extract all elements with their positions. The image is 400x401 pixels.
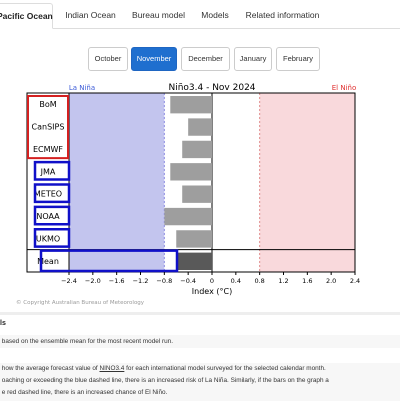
bar-ukmo [176, 230, 212, 248]
label-panel [26, 92, 70, 273]
bar-mean [176, 252, 212, 270]
el-nino-label: El Niño [332, 84, 357, 92]
x-tick-label: −0.8 [156, 277, 172, 285]
chart-title: Niño3.4 - Nov 2024 [168, 83, 255, 93]
bar-cansips [188, 118, 212, 136]
x-tick-label: −2.4 [61, 277, 77, 285]
category-label-meteo: METEO [34, 190, 62, 199]
category-label-noaa: NOAA [36, 212, 60, 221]
description-line-2-post: for each international model surveyed fo… [124, 365, 326, 372]
description-line-2: how the average forecast value of NINO3.… [0, 362, 400, 375]
blue-highlight-box-ukmo [33, 228, 71, 248]
bar-noaa [164, 207, 212, 226]
x-tick-label: 2.0 [326, 277, 336, 285]
month-button-december[interactable]: December [181, 47, 230, 71]
blue-highlight-box-meteo [33, 183, 71, 204]
tab-bureau-model[interactable]: Bureau model [132, 10, 185, 20]
x-tick-label: −1.2 [133, 277, 149, 285]
month-button-october[interactable]: October [88, 47, 128, 71]
category-label-cansips: CanSIPS [32, 123, 65, 132]
nino34-chart: BoM CanSIPS ECMWF JMA METEO NOAA UKMO Mean −2.4−… [0, 79, 400, 310]
bar-jma [170, 163, 212, 181]
x-tick-label: −1.6 [109, 277, 125, 285]
bar-bom [170, 96, 212, 114]
blue-highlight-box-mean [39, 249, 179, 273]
tab-models[interactable]: Models [201, 10, 229, 20]
x-tick-label: 0 [210, 277, 214, 285]
description-line-2-pre: how the average forecast value of [1, 365, 100, 372]
tab-indian-ocean[interactable]: Indian Ocean [65, 10, 116, 20]
chart-description: ls based on the ensemble mean for the mo… [0, 315, 400, 401]
description-band [0, 363, 400, 401]
category-label-bom: BoM [39, 100, 56, 109]
bar-ecmwf [182, 140, 212, 159]
x-tick-label: 0.8 [254, 277, 264, 285]
nino34-chart-svg: BoMCanSIPSECMWFJMAMETEONOAAUKMOMean−2.4−… [16, 83, 360, 306]
la-nina-label: La Niña [69, 84, 95, 92]
category-label-mean: Mean [37, 257, 59, 266]
la-nina-region [69, 93, 165, 272]
blue-highlight-box-jma [33, 160, 71, 181]
description-line-3-text: oaching or exceeding the blue dashed lin… [1, 377, 329, 384]
x-tick-label: 2.4 [350, 277, 360, 285]
description-line-1: based on the ensemble mean for the most … [0, 335, 400, 348]
copyright-text: © Copyright Australian Bureau of Meteoro… [16, 299, 145, 306]
tab-related-information[interactable]: Related information [245, 10, 320, 20]
x-tick-label: 0.4 [231, 277, 241, 285]
category-label-ecmwf: ECMWF [33, 145, 63, 154]
description-line-3: oaching or exceeding the blue dashed lin… [0, 374, 400, 387]
red-highlight-box [27, 95, 69, 160]
nino34-link[interactable]: NINO3.4 [99, 365, 125, 372]
month-button-january[interactable]: January [234, 47, 272, 71]
description-line-4-text: e red dashed line, there is an increased… [1, 389, 168, 396]
blue-highlight-box-noaa [33, 205, 71, 226]
ocean-tabs: Pacific Ocean Indian Ocean Bureau model … [0, 0, 400, 29]
el-nino-region [259, 93, 355, 272]
divider [0, 312, 400, 315]
section-label: ls [0, 320, 6, 327]
x-axis-label: Index (°C) [192, 287, 232, 296]
month-button-november[interactable]: November [131, 47, 177, 71]
x-tick-label: −0.4 [180, 277, 196, 285]
bar-meteo [182, 185, 212, 203]
tab-pacific-ocean[interactable]: Pacific Ocean [0, 3, 53, 29]
description-line-1-text: based on the ensemble mean for the most … [1, 338, 174, 345]
x-tick-label: 1.6 [302, 277, 312, 285]
month-button-february[interactable]: February [276, 47, 320, 71]
category-label-jma: JMA [40, 167, 56, 176]
x-tick-label: 1.2 [278, 277, 288, 285]
category-label-ukmo: UKMO [36, 234, 60, 243]
description-line-4: e red dashed line, there is an increased… [0, 386, 400, 399]
x-tick-label: −2.0 [85, 277, 101, 285]
